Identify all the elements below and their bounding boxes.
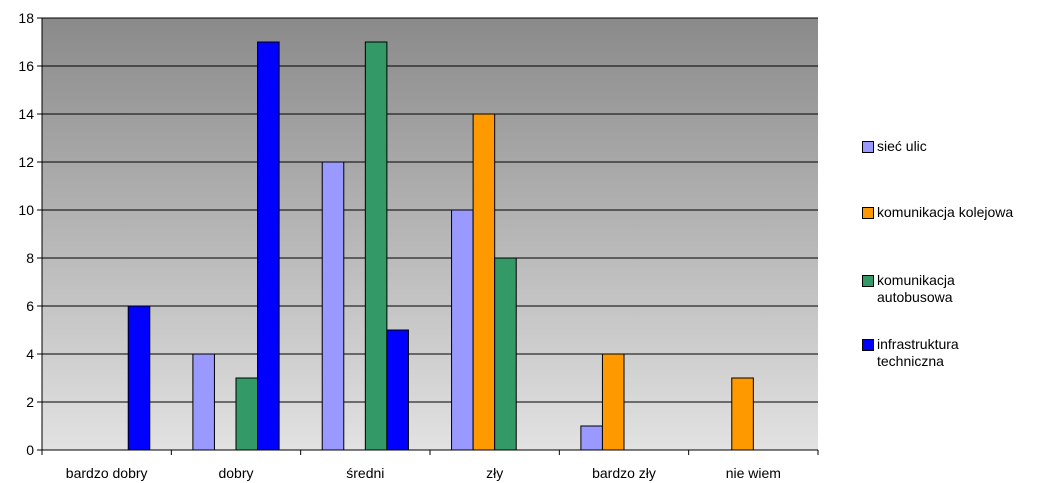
legend-swatch — [862, 275, 874, 287]
bar — [235, 377, 259, 451]
bar — [472, 113, 496, 451]
y-tick-label: 10 — [18, 202, 34, 218]
legend-item-infrastruktura-techniczna: infrastruktura techniczna — [862, 336, 972, 370]
x-tick-labels: bardzo dobry dobry średni zły bardzo zły nie … — [66, 465, 781, 481]
y-tick-label: 14 — [18, 106, 34, 122]
legend-swatch — [862, 339, 874, 351]
bar — [494, 257, 517, 451]
bar — [127, 305, 151, 451]
bar — [192, 353, 215, 451]
legend-item-komunikacja-kolejowa: komunikacja kolejowa — [862, 204, 1013, 221]
legend-swatch — [862, 141, 874, 153]
bar — [601, 353, 625, 451]
bars — [127, 41, 754, 451]
x-tick-label: średni — [346, 465, 384, 481]
legend-item-komunikacja-autobusowa: komunikacja autobusowa — [862, 272, 972, 306]
legend-label: komunikacja autobusowa — [877, 272, 955, 305]
x-tick-label: zły — [486, 465, 503, 481]
y-tick-labels: 0 2 4 6 8 10 12 14 16 18 — [18, 10, 34, 458]
bar — [364, 41, 388, 451]
y-tick-label: 0 — [26, 442, 34, 458]
x-tick-label: dobry — [218, 465, 253, 481]
legend-label: sieć ulic — [877, 138, 927, 154]
bar — [731, 377, 754, 451]
y-tick-label: 4 — [26, 346, 34, 362]
y-tick-label: 12 — [18, 154, 34, 170]
y-tick-label: 18 — [18, 10, 34, 26]
x-tick-label: bardzo zły — [592, 465, 656, 481]
gridlines — [42, 17, 818, 403]
y-tick-label: 2 — [26, 394, 34, 410]
bar — [451, 209, 474, 451]
x-tick-label: nie wiem — [726, 465, 781, 481]
plot-area — [42, 18, 818, 450]
legend-label: infrastruktura techniczna — [877, 336, 959, 369]
bar — [321, 161, 345, 451]
bar — [257, 41, 280, 451]
bar — [580, 425, 603, 451]
legend-swatch — [862, 207, 874, 219]
legend-label: komunikacja kolejowa — [877, 204, 1014, 220]
y-tick-label: 6 — [26, 298, 34, 314]
axes — [37, 17, 819, 455]
y-tick-label: 16 — [18, 58, 34, 74]
x-tick-label: bardzo dobry — [66, 465, 148, 481]
bar — [386, 329, 409, 451]
legend-item-siec-ulic: sieć ulic — [862, 138, 927, 155]
y-tick-label: 8 — [26, 250, 34, 266]
